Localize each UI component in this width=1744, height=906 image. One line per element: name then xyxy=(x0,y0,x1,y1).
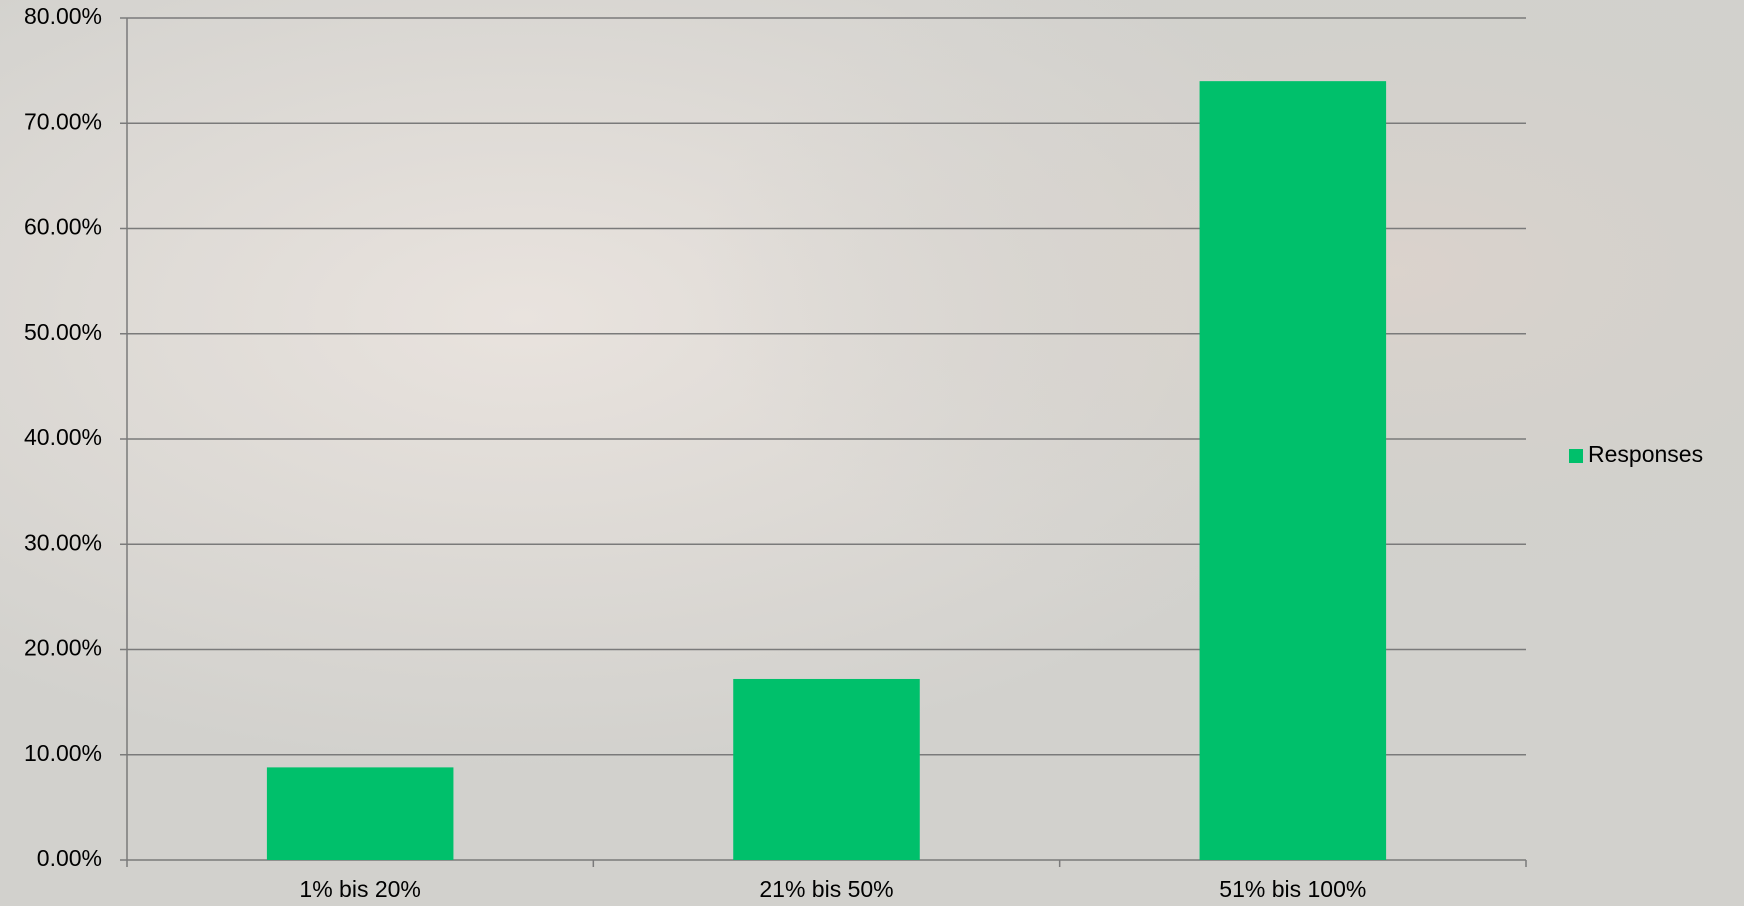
y-tick-label: 50.00% xyxy=(24,319,102,345)
y-tick-label: 20.00% xyxy=(24,635,102,661)
y-tick-label: 10.00% xyxy=(24,740,102,766)
legend-swatch xyxy=(1569,449,1583,463)
x-tick-label: 21% bis 50% xyxy=(759,876,893,902)
y-tick-label: 30.00% xyxy=(24,529,102,555)
y-tick-label: 0.00% xyxy=(37,845,102,871)
bar xyxy=(266,767,454,860)
x-tick-label: 1% bis 20% xyxy=(299,876,420,902)
bar xyxy=(733,678,920,860)
y-tick-label: 70.00% xyxy=(24,108,102,134)
legend-label: Responses xyxy=(1588,441,1703,467)
bar xyxy=(1199,81,1387,860)
y-tick-label: 40.00% xyxy=(24,424,102,450)
y-tick-label: 80.00% xyxy=(24,3,102,29)
y-tick-label: 60.00% xyxy=(24,214,102,240)
x-tick-label: 51% bis 100% xyxy=(1219,876,1366,902)
